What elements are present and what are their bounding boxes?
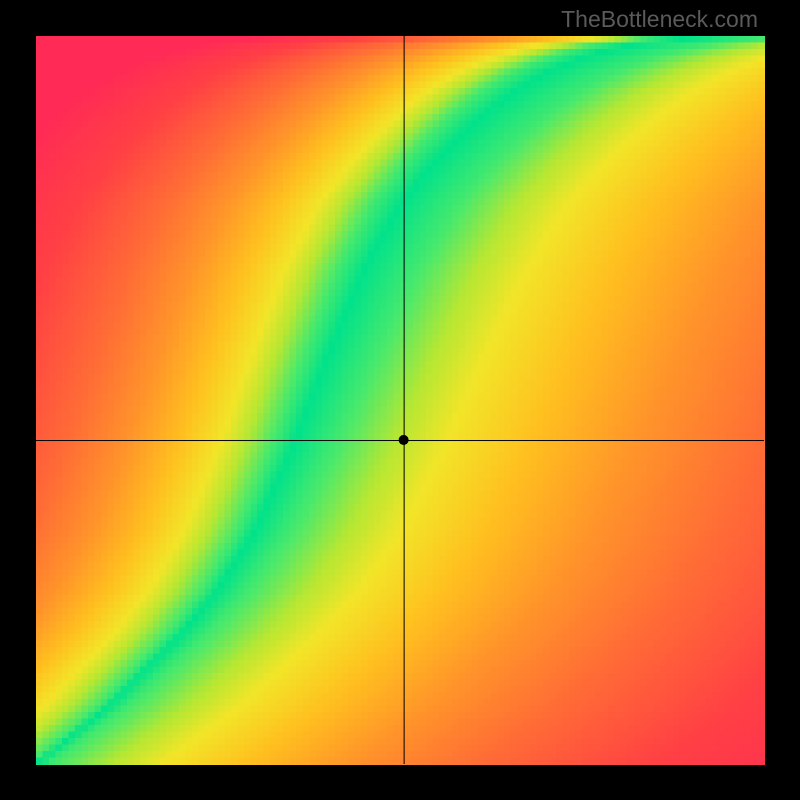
chart-container: { "chart": { "type": "heatmap", "width_p… [0,0,800,800]
watermark-text: TheBottleneck.com [561,6,758,33]
bottleneck-heatmap [0,0,800,800]
